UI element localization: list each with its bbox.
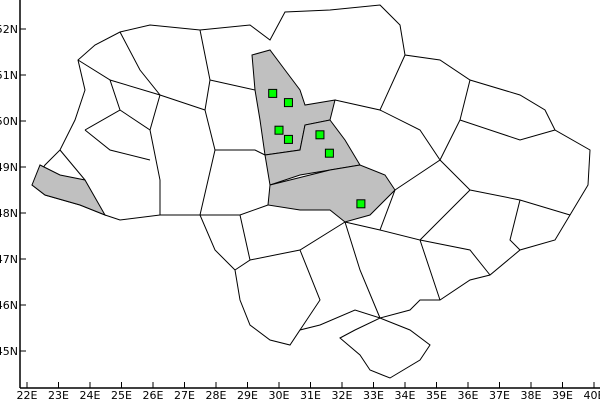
x-tick-label: 38E xyxy=(521,389,542,400)
site-marker xyxy=(315,130,325,140)
x-tick-label: 28E xyxy=(206,389,227,400)
region-boundary xyxy=(109,79,161,96)
region-boundary xyxy=(119,31,161,215)
x-tick-label: 32E xyxy=(332,389,353,400)
region-boundary xyxy=(159,94,206,111)
y-tick-label: 46N xyxy=(0,299,18,312)
site-marker xyxy=(274,125,284,135)
crimea-region xyxy=(339,317,431,379)
x-tick-label: 24E xyxy=(80,389,101,400)
x-tick-label: 23E xyxy=(48,389,69,400)
region-boundary xyxy=(215,149,266,156)
x-tick-label: 31E xyxy=(300,389,321,400)
region-boundary xyxy=(379,189,396,231)
y-tick-label: 45N xyxy=(0,345,18,358)
region-boundary xyxy=(209,79,256,91)
y-tick-label: 51N xyxy=(0,69,18,82)
y-tick-label: 48N xyxy=(0,207,18,220)
region-boundary xyxy=(459,119,556,141)
x-tick-label: 22E xyxy=(17,389,38,400)
region-boundary xyxy=(84,129,151,161)
highlighted-region xyxy=(31,164,107,216)
y-tick-label: 49N xyxy=(0,161,18,174)
x-tick-label: 30E xyxy=(269,389,290,400)
region-boundary xyxy=(299,249,321,331)
site-marker xyxy=(283,134,293,144)
y-tick-label: 50N xyxy=(0,115,18,128)
x-tick-label: 34E xyxy=(395,389,416,400)
region-boundary xyxy=(344,221,441,301)
x-tick-label: 33E xyxy=(363,389,384,400)
x-tick-label: 40E xyxy=(584,389,600,400)
x-tick-label: 36E xyxy=(458,389,479,400)
x-tick-label: 39E xyxy=(552,389,573,400)
region-boundary xyxy=(119,109,151,131)
region-boundary xyxy=(344,221,381,319)
site-marker xyxy=(268,88,278,98)
site-marker xyxy=(324,148,334,158)
x-tick-label: 35E xyxy=(426,389,447,400)
region-boundary xyxy=(77,59,121,131)
site-marker xyxy=(356,199,366,209)
region-boundary xyxy=(419,239,491,276)
region-boundary xyxy=(59,149,86,181)
y-tick-label: 47N xyxy=(0,253,18,266)
x-tick-label: 25E xyxy=(111,389,132,400)
y-tick-label: 52N xyxy=(0,23,18,36)
region-boundary xyxy=(379,109,441,191)
x-tick-label: 27E xyxy=(174,389,195,400)
site-marker xyxy=(283,98,293,108)
x-tick-label: 26E xyxy=(143,389,164,400)
region-boundary xyxy=(509,199,521,251)
x-tick-label: 37E xyxy=(489,389,510,400)
regions-layer xyxy=(31,4,591,379)
x-tick-label: 29E xyxy=(237,389,258,400)
markers-layer xyxy=(268,88,366,209)
